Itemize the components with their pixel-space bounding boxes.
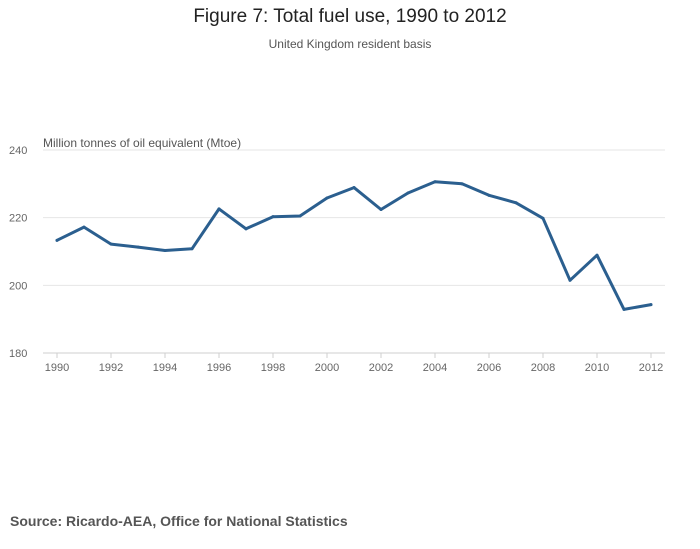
data-point [406,191,410,195]
data-point [595,253,599,257]
data-point [298,214,302,218]
x-tick-label: 2008 [531,362,555,374]
source-note: Source: Ricardo-AEA, Office for National… [10,513,348,529]
y-tick-label: 220 [9,213,27,225]
x-tick-label: 1992 [99,362,123,374]
data-point [244,227,248,231]
x-tick-label: 2004 [423,362,447,374]
x-tick-label: 1990 [45,362,69,374]
data-point [163,248,167,252]
data-point [352,186,356,190]
gridlines [43,149,665,354]
y-tick-label: 200 [9,280,27,292]
chart-title: Figure 7: Total fuel use, 1990 to 2012 [193,6,507,27]
x-tick-label: 2010 [585,362,609,374]
data-point [541,216,545,220]
data-point [82,225,86,229]
data-point [217,207,221,211]
x-tick-label: 1998 [261,362,285,374]
x-tick-label: 1994 [153,362,177,374]
data-point [460,182,464,186]
data-point [325,196,329,200]
y-tick-label: 240 [9,145,27,157]
x-tick-label: 1996 [207,362,231,374]
data-point [433,180,437,184]
series-group [55,180,653,311]
data-point [271,215,275,219]
data-point [649,303,653,307]
data-point [55,238,59,242]
data-point [190,247,194,251]
data-point [568,278,572,282]
data-point [109,242,113,246]
data-point [622,307,626,311]
data-point [379,208,383,212]
data-point [136,245,140,249]
axes: 180 200 220 240 1990 1992 1994 1996 1998 2000 2002… [9,145,663,374]
x-tick-label: 2002 [369,362,393,374]
chart-subtitle: United Kingdom resident basis [268,37,432,51]
y-tick-label: 180 [9,348,27,360]
x-tick-label: 2000 [315,362,339,374]
data-point [487,193,491,197]
x-tick-label: 2006 [477,362,501,374]
y-axis-label: Million tonnes of oil equivalent (Mtoe) [43,136,241,150]
x-tick-label: 2012 [639,362,663,374]
data-point [514,201,518,205]
series-line [55,180,653,311]
